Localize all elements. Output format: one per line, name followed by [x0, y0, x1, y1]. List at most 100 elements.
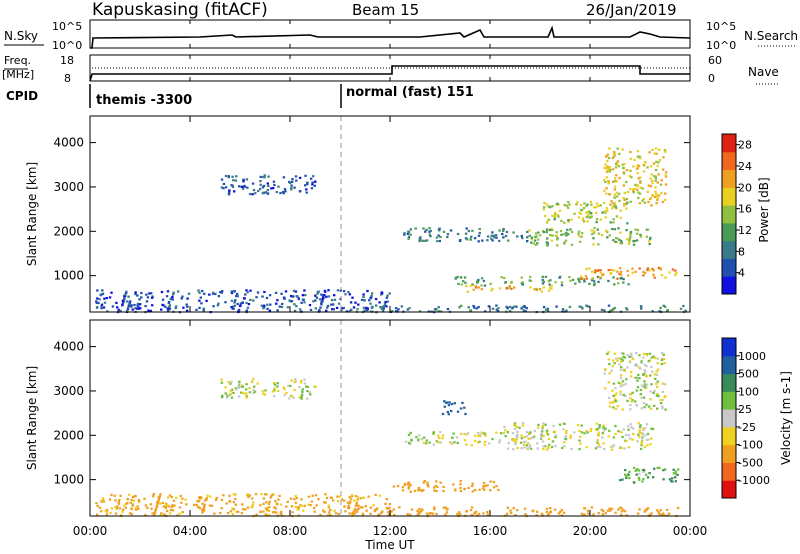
velocity-echo-1 [172, 499, 176, 502]
power-echo-1 [321, 298, 324, 301]
power-echo-1 [136, 302, 140, 305]
power-echo-9 [623, 204, 626, 207]
velocity-echo-2 [590, 506, 594, 509]
velocity-echo-1 [138, 500, 141, 503]
power-echo-2 [495, 308, 498, 311]
velocity-echo-5 [569, 434, 573, 437]
velocity-echo-3 [432, 431, 435, 434]
power-echo-2 [609, 309, 613, 312]
power-ytick-label: 3000 [53, 180, 84, 194]
velocity-echo-2 [425, 512, 429, 515]
velocity-echo-5 [542, 445, 545, 448]
power-echo-1 [288, 299, 291, 303]
power-echo-4 [520, 282, 523, 285]
power-echo-6 [533, 239, 537, 242]
power-echo-5 [480, 288, 483, 291]
velocity-echo-2 [659, 509, 662, 512]
power-echo-4 [593, 282, 596, 285]
velocity-echo-1 [235, 510, 238, 513]
power-echo-1 [203, 292, 206, 295]
power-echo-9 [608, 166, 611, 169]
power-echo-9 [603, 201, 606, 205]
power-echo-3 [481, 239, 484, 242]
velocity-echo-7 [653, 373, 657, 376]
power-echo-8 [618, 267, 622, 270]
velocity-echo-0 [290, 379, 293, 382]
velocity-colorbar-tick-label: 100 [738, 385, 759, 398]
velocity-echo-1 [133, 495, 137, 498]
velocity-echo-1 [151, 512, 154, 515]
power-echo-1 [139, 307, 142, 310]
velocity-echo-7 [663, 362, 666, 365]
power-echo-9 [654, 147, 658, 150]
power-echo-7 [606, 209, 609, 212]
velocity-echo-5 [542, 434, 545, 437]
velocity-echo-7 [639, 393, 642, 396]
power-echo-2 [391, 309, 394, 313]
velocity-echo-8 [637, 476, 641, 479]
velocity-echo-4 [471, 482, 474, 485]
velocity-echo-7 [636, 386, 640, 389]
velocity-echo-2 [347, 507, 351, 510]
power-echo-7 [568, 203, 571, 206]
power-echo-2 [666, 309, 669, 312]
velocity-echo-0 [277, 389, 280, 393]
velocity-echo-7 [637, 373, 640, 376]
power-echo-0 [220, 186, 224, 189]
velocity-echo-3 [452, 432, 455, 435]
velocity-echo-0 [305, 385, 308, 388]
velocity-echo-1 [205, 497, 208, 500]
velocity-echo-5 [513, 422, 517, 425]
velocity-echo-1 [134, 506, 138, 509]
velocity-echo-8 [674, 476, 677, 479]
power-echo-1 [292, 289, 296, 292]
velocity-echo-6 [450, 403, 454, 406]
power-echo-2 [542, 306, 546, 309]
velocity-echo-1 [329, 508, 332, 511]
power-colorbar-segment [722, 151, 736, 171]
velocity-echo-7 [644, 386, 648, 390]
power-echo-1 [217, 295, 221, 298]
velocity-echo-1 [262, 502, 265, 505]
velocity-echo-1 [334, 512, 338, 515]
velocity-echo-2 [637, 512, 640, 515]
velocity-echo-8 [670, 480, 673, 483]
power-echo-7 [604, 211, 607, 214]
velocity-echo-5 [547, 437, 551, 441]
power-echo-3 [418, 239, 421, 242]
velocity-echo-0 [239, 385, 243, 388]
power-echo-2 [477, 305, 480, 309]
power-echo-1 [198, 299, 201, 302]
velocity-echo-4 [482, 482, 486, 485]
velocity-echo-7 [645, 403, 648, 406]
power-echo-5 [508, 286, 511, 290]
power-echo-9 [637, 191, 640, 194]
power-colorbar-segment [722, 276, 736, 295]
power-echo-1 [219, 291, 222, 294]
velocity-echo-2 [547, 513, 550, 516]
power-echo-9 [607, 180, 610, 183]
power-echo-1 [164, 305, 167, 308]
power-echo-1 [274, 291, 278, 294]
power-echo-0 [282, 190, 285, 194]
power-echo-1 [303, 289, 306, 292]
power-echo-7 [583, 202, 586, 205]
velocity-echo-5 [576, 423, 580, 427]
power-echo-7 [543, 201, 546, 205]
power-echo-8 [674, 269, 677, 272]
velocity-echo-0 [248, 391, 251, 394]
velocity-echo-3 [455, 436, 459, 439]
power-echo-4 [459, 276, 463, 279]
power-echo-9 [664, 150, 667, 153]
velocity-echo-8 [674, 472, 677, 475]
velocity-echo-2 [393, 513, 396, 516]
power-echo-5 [491, 287, 494, 290]
velocity-echo-3 [483, 432, 486, 435]
power-echo-4 [483, 284, 487, 287]
velocity-echo-2 [623, 510, 627, 513]
power-echo-7 [547, 205, 550, 208]
velocity-echo-1 [106, 508, 109, 511]
velocity-echo-0 [301, 391, 304, 394]
velocity-echo-3 [477, 432, 480, 435]
power-echo-7 [582, 220, 586, 223]
